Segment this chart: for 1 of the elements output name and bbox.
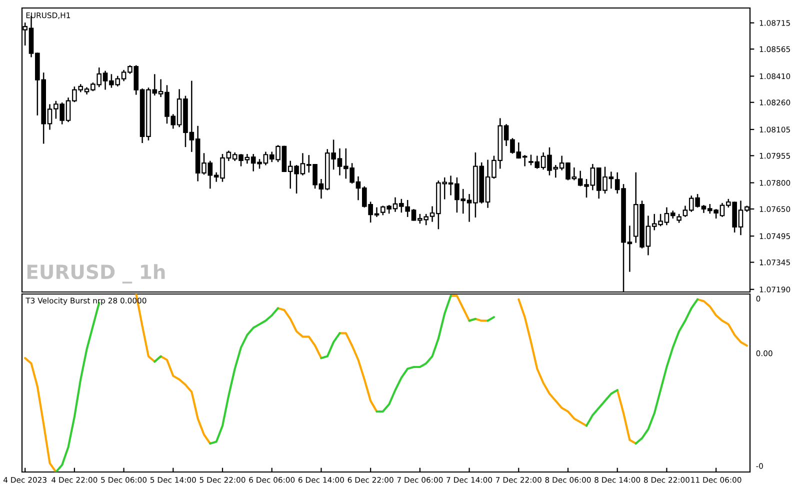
annotation: EURUSD _ 1h [27, 264, 165, 284]
